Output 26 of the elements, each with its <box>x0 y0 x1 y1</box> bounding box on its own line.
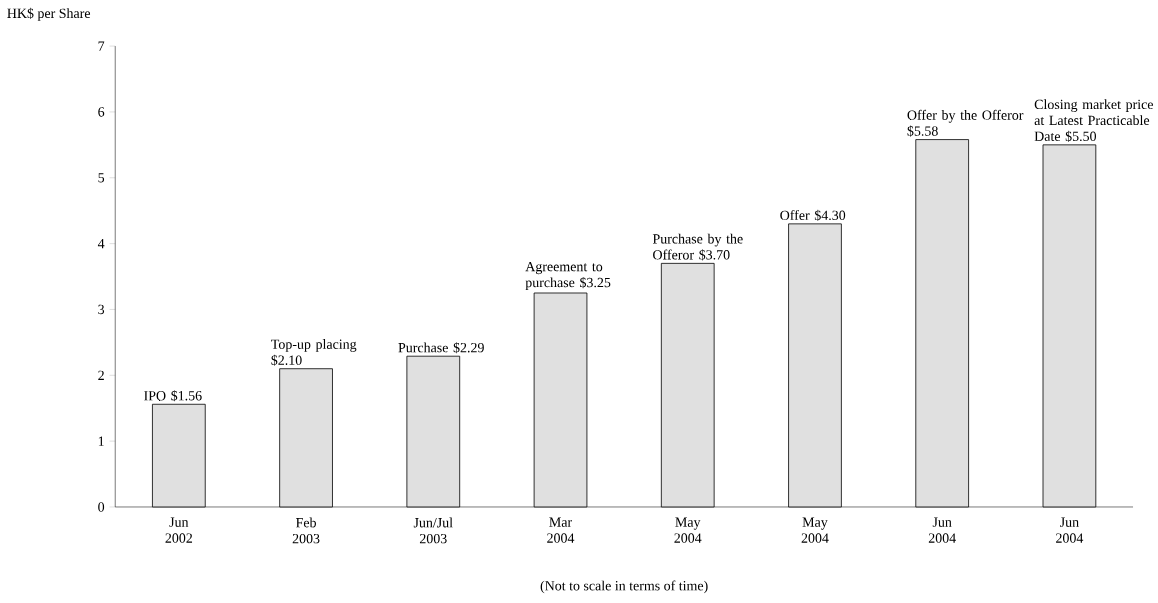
data-label: Top-up placing $2.10 <box>271 339 357 366</box>
x-tick-label: Jun 2004 <box>1056 517 1084 543</box>
y-tick-label: 6 <box>98 107 105 117</box>
x-tick-label: May 2004 <box>674 517 702 543</box>
data-label: Closing market price at Latest Practicable Date $5.50 <box>1034 99 1154 142</box>
x-tick-label: Jun/Jul 2003 <box>413 517 453 544</box>
x-tick-label: May 2004 <box>801 517 829 543</box>
y-tick-label: 2 <box>98 370 104 380</box>
y-tick-label: 3 <box>98 304 105 315</box>
y-tick-label: 7 <box>98 41 105 51</box>
y-tick-label: 1 <box>98 436 104 446</box>
x-tick-label: Feb 2003 <box>292 517 320 544</box>
data-label: Offer by the Offeror $5.58 <box>907 109 1024 137</box>
x-tick-label: Jun 2002 <box>165 517 193 543</box>
text: (Not to scale in terms of time) <box>540 580 708 594</box>
data-label: IPO $1.56 <box>144 390 202 402</box>
y-axis-title: HK$ per Share <box>7 7 91 21</box>
data-label: Offer $4.30 <box>780 209 846 221</box>
x-tick-label: Jun 2004 <box>928 517 956 543</box>
data-label: Purchase $2.29 <box>398 342 484 354</box>
y-tick-label: 4 <box>97 239 105 249</box>
y-tick-label: 5 <box>98 173 105 183</box>
y-tick-label: 0 <box>98 502 105 512</box>
data-label: Agreement to purchase $3.25 <box>525 261 611 291</box>
data-label: Purchase by the Offeror $3.70 <box>652 233 743 261</box>
x-tick-label: Mar 2004 <box>547 517 575 543</box>
